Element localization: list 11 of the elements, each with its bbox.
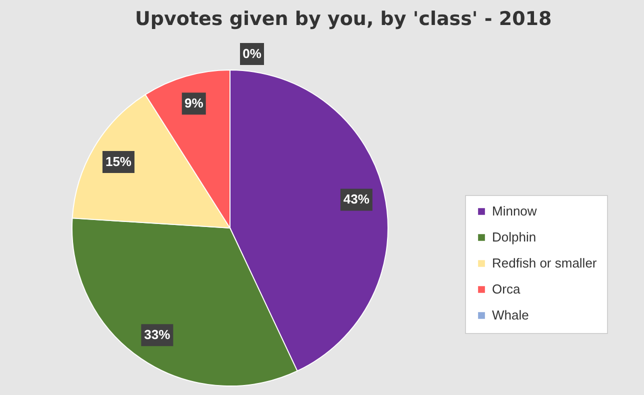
legend-label: Minnow — [492, 204, 538, 218]
text: 0% — [242, 46, 262, 61]
data-label: 33% — [144, 327, 171, 342]
data-label: 9% — [184, 96, 204, 111]
data-label: 43% — [343, 192, 370, 207]
legend-label: Orca — [492, 282, 521, 296]
data-label: 15% — [105, 154, 132, 170]
legend-label: Whale — [492, 308, 529, 322]
legend-label: Redfish or smaller — [492, 256, 598, 270]
chart-title: Upvotes given by you, by 'class' - 2018 — [135, 8, 552, 30]
legend-label: Dolphin — [492, 230, 536, 244]
